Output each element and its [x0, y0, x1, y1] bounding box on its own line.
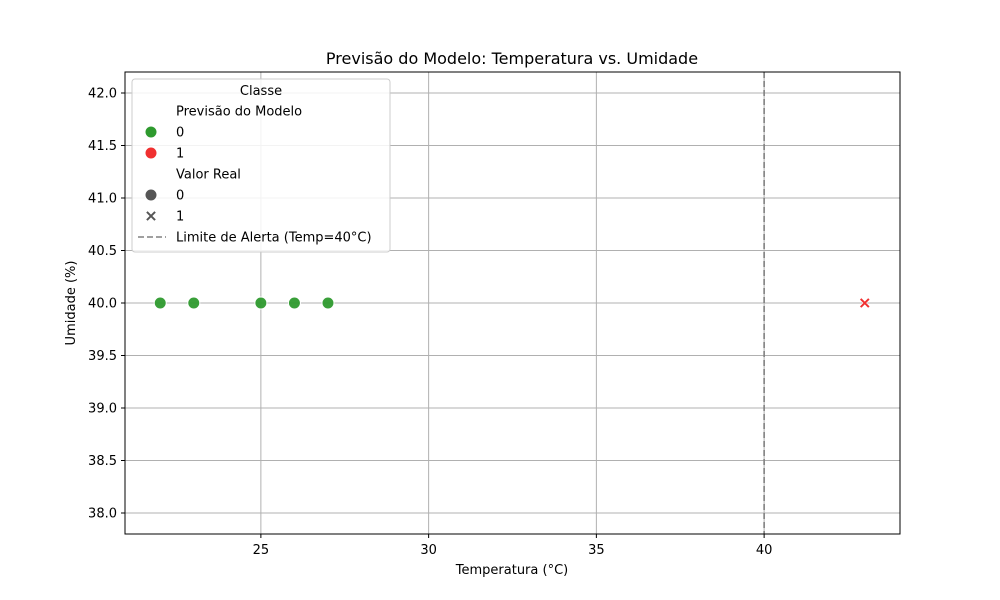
x-tick-label: 25 — [253, 543, 270, 558]
y-tick-label: 40.0 — [88, 297, 117, 312]
data-point-circle — [254, 296, 268, 310]
x-tick-label: 30 — [420, 543, 437, 558]
data-point-circle — [187, 296, 201, 310]
y-tick-label: 41.0 — [88, 192, 117, 207]
legend-color-marker — [144, 146, 158, 160]
legend-entry-label: Limite de Alerta (Temp=40°C) — [176, 231, 372, 246]
legend-circle-marker — [144, 188, 158, 202]
y-tick-label: 42.0 — [88, 87, 117, 102]
x-axis-label: Temperatura (°C) — [455, 563, 568, 578]
legend-color-marker — [144, 125, 158, 139]
y-tick-label: 39.0 — [88, 402, 117, 417]
points-group — [153, 296, 871, 310]
data-point-x — [859, 297, 871, 309]
y-tick-label: 38.0 — [88, 507, 117, 522]
chart-title: Previsão do Modelo: Temperatura vs. Umid… — [326, 49, 698, 68]
data-point-circle — [153, 296, 167, 310]
legend-entry-label: Previsão do Modelo — [176, 105, 302, 120]
x-tick-label: 35 — [588, 543, 605, 558]
y-tick-label: 40.5 — [88, 244, 117, 259]
y-axis: 38.0 38.5 39.0 39.5 40.0 40.5 41.0 41.5 42.0 — [88, 87, 125, 522]
y-tick-label: 39.5 — [88, 349, 117, 364]
legend-entry-label: 1 — [176, 147, 184, 162]
grid — [125, 72, 900, 534]
data-point-circle — [321, 296, 335, 310]
x-tick-label: 40 — [756, 543, 773, 558]
legend-title: Classe — [240, 84, 282, 99]
y-axis-label: Umidade (%) — [64, 261, 79, 346]
legend-entry-label: 0 — [176, 126, 184, 141]
legend-entry-label: Valor Real — [176, 168, 241, 183]
legend-x-marker — [145, 210, 157, 222]
data-point-circle — [287, 296, 301, 310]
legend: Classe Previsão do Modelo 0 1 Valor Real 0 1 Li… — [131, 78, 391, 253]
legend-entry-label: 0 — [176, 189, 184, 204]
legend-box — [131, 78, 391, 253]
x-axis: 25 30 35 40 — [253, 534, 773, 558]
y-tick-label: 38.5 — [88, 454, 117, 469]
y-tick-label: 41.5 — [88, 139, 117, 154]
legend-entry-label: 1 — [176, 210, 184, 225]
